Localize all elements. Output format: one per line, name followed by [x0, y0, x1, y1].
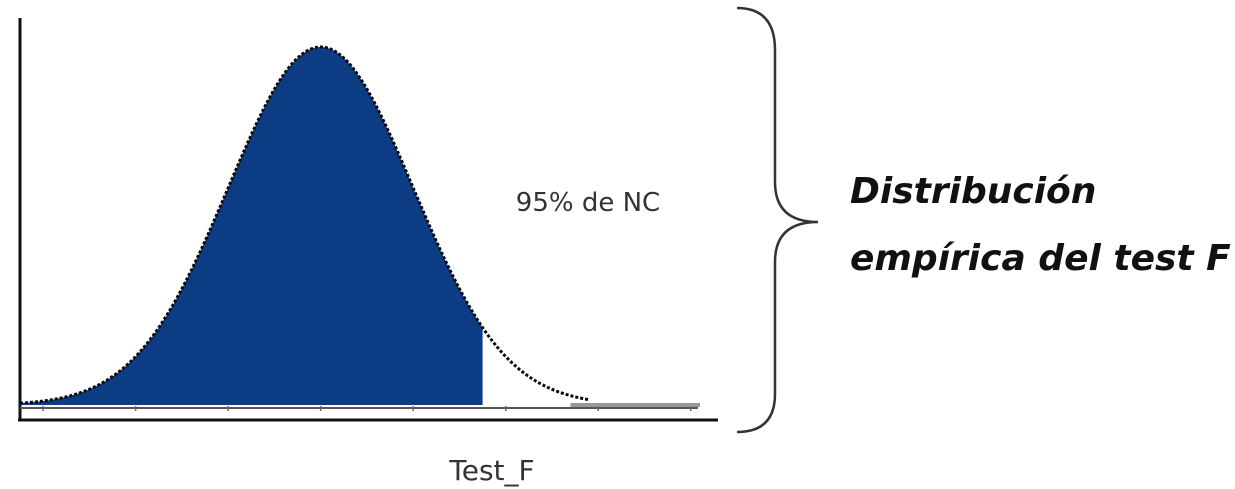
annotation-line-2: empírica del test F	[850, 238, 1231, 279]
annotation-line-1: Distribución	[850, 171, 1096, 212]
curly-bracket	[736, 6, 819, 434]
density-curve	[19, 45, 590, 405]
x-axis-title: Test_F	[448, 454, 534, 487]
region-label: 95% de NC	[516, 188, 660, 218]
x-ticks	[42, 406, 692, 411]
shaded-area-95	[20, 47, 483, 405]
